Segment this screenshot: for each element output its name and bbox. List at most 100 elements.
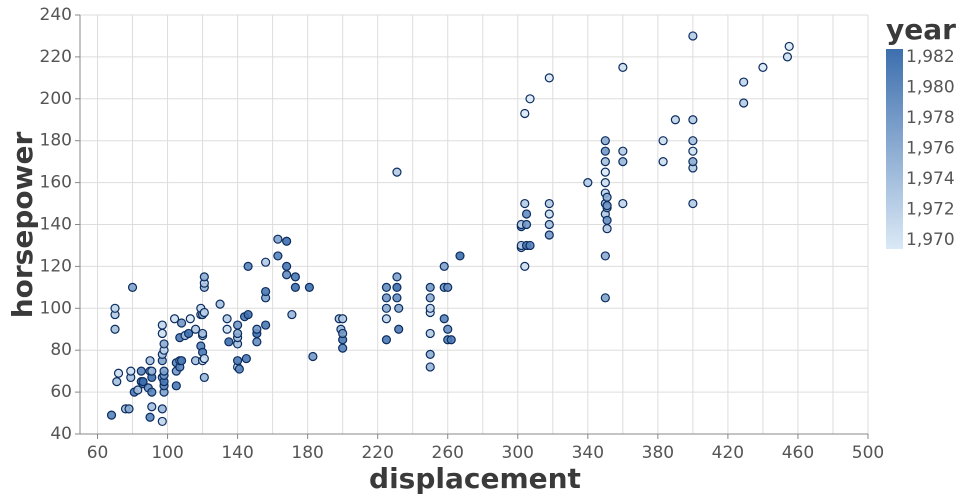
point bbox=[145, 412, 155, 422]
point bbox=[544, 198, 554, 209]
legend-label: 1,978 bbox=[906, 108, 955, 128]
point bbox=[439, 314, 449, 324]
point bbox=[618, 198, 628, 209]
point bbox=[439, 261, 449, 271]
point bbox=[381, 282, 392, 292]
point bbox=[222, 324, 232, 334]
point bbox=[443, 324, 453, 334]
x-axis-title: displacement bbox=[369, 462, 581, 495]
point bbox=[127, 282, 138, 292]
point bbox=[233, 356, 243, 366]
point bbox=[425, 328, 435, 339]
y-tick-label: 180 bbox=[40, 131, 72, 151]
x-tick-label: 60 bbox=[87, 443, 109, 463]
point bbox=[618, 62, 628, 72]
point bbox=[688, 198, 698, 209]
point bbox=[110, 324, 120, 334]
legend-gradient bbox=[886, 49, 903, 249]
point bbox=[521, 219, 532, 230]
point bbox=[425, 282, 435, 292]
point bbox=[282, 270, 292, 280]
point bbox=[670, 115, 680, 125]
legend-title: year bbox=[886, 13, 956, 46]
y-tick-label: 40 bbox=[50, 424, 72, 444]
legend-label: 1,970 bbox=[906, 230, 955, 250]
point bbox=[138, 377, 148, 387]
point bbox=[222, 314, 232, 324]
point bbox=[169, 314, 180, 324]
point bbox=[618, 146, 628, 156]
point bbox=[658, 136, 668, 146]
point bbox=[600, 167, 610, 177]
point bbox=[782, 52, 793, 62]
point bbox=[147, 402, 157, 412]
point bbox=[600, 251, 610, 261]
point bbox=[600, 146, 610, 156]
point bbox=[273, 234, 283, 244]
grid bbox=[80, 14, 869, 435]
point bbox=[113, 368, 124, 378]
point bbox=[157, 404, 167, 414]
point bbox=[147, 366, 157, 376]
point bbox=[338, 343, 348, 353]
point bbox=[282, 236, 292, 246]
point bbox=[381, 314, 392, 324]
x-tick-label: 460 bbox=[782, 443, 814, 463]
point bbox=[600, 136, 610, 146]
x-tick-label: 380 bbox=[642, 443, 674, 463]
point bbox=[392, 293, 402, 303]
point bbox=[199, 353, 209, 364]
point bbox=[157, 328, 167, 339]
legend-label: 1,980 bbox=[906, 78, 955, 98]
x-tick-label: 420 bbox=[712, 443, 744, 463]
y-tick-label: 60 bbox=[50, 382, 72, 402]
point bbox=[233, 320, 243, 330]
y-tick-label: 240 bbox=[40, 5, 72, 25]
point bbox=[688, 136, 698, 146]
point bbox=[602, 201, 612, 211]
point bbox=[145, 356, 155, 366]
point bbox=[282, 261, 292, 271]
point bbox=[602, 215, 612, 225]
point bbox=[658, 157, 668, 167]
points bbox=[106, 31, 794, 427]
y-tick-label: 140 bbox=[40, 215, 72, 235]
y-tick-label: 80 bbox=[50, 340, 72, 360]
point bbox=[688, 146, 698, 156]
point bbox=[425, 362, 435, 372]
point bbox=[243, 309, 253, 320]
point bbox=[600, 293, 610, 303]
point bbox=[159, 366, 169, 376]
point bbox=[106, 410, 117, 420]
point bbox=[124, 404, 134, 414]
point bbox=[190, 324, 201, 334]
point bbox=[544, 230, 554, 240]
point bbox=[183, 328, 194, 339]
point bbox=[338, 328, 348, 339]
point bbox=[224, 337, 234, 347]
point bbox=[618, 157, 628, 167]
point bbox=[157, 320, 167, 330]
point bbox=[243, 261, 253, 271]
point bbox=[199, 272, 209, 282]
point bbox=[171, 381, 181, 391]
point bbox=[455, 251, 465, 261]
point bbox=[784, 41, 794, 52]
point bbox=[290, 282, 300, 292]
point bbox=[338, 314, 348, 324]
point bbox=[261, 320, 271, 330]
legend-label: 1,976 bbox=[906, 139, 955, 159]
point bbox=[394, 324, 404, 334]
x-tick-label: 260 bbox=[432, 443, 464, 463]
point bbox=[600, 157, 610, 167]
point bbox=[287, 309, 297, 320]
point bbox=[126, 366, 136, 376]
point bbox=[602, 224, 612, 234]
y-tick-label: 220 bbox=[40, 47, 72, 67]
point bbox=[544, 219, 554, 230]
point bbox=[521, 209, 532, 219]
point bbox=[392, 282, 402, 292]
point bbox=[199, 307, 209, 318]
